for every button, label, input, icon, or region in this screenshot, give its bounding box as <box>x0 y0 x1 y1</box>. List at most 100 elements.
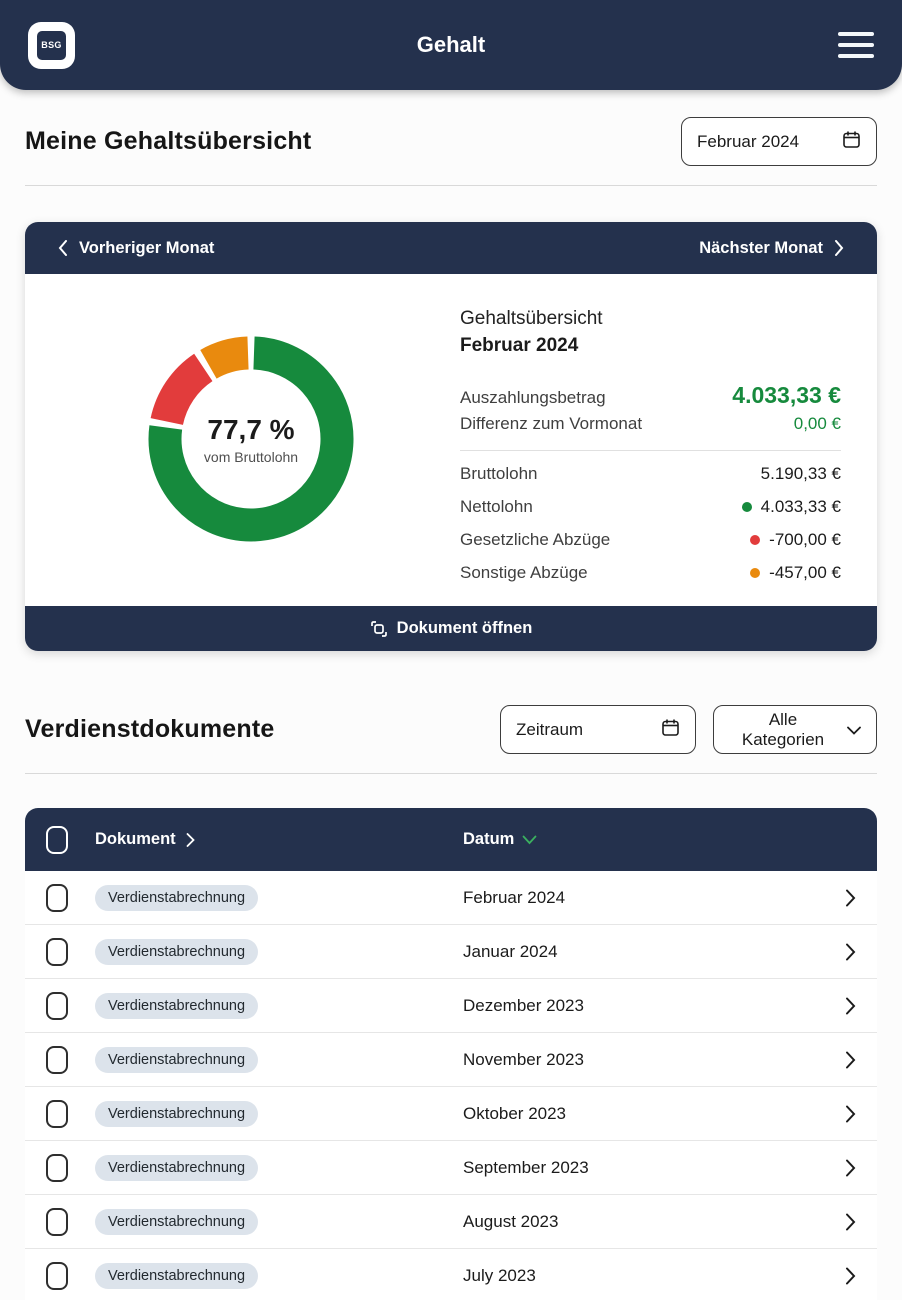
row-checkbox[interactable] <box>46 937 68 966</box>
salary-details: Gehaltsübersicht Februar 2024 Auszahlung… <box>460 308 841 583</box>
period-filter-label: Zeitraum <box>516 719 584 739</box>
detail-row: Bruttolohn 5.190,33 € <box>460 464 841 484</box>
chevron-right-icon[interactable] <box>845 1213 856 1231</box>
legend-dot <box>750 535 761 545</box>
previous-month-button[interactable]: Vorheriger Monat <box>58 239 214 258</box>
page-title: Gehalt <box>416 32 486 57</box>
table-row[interactable]: Verdienstabrechnung Februar 2024 <box>25 871 877 925</box>
salary-card-body: 77,7 % vom Bruttolohn Gehaltsübersicht F… <box>25 274 877 606</box>
table-row[interactable]: Verdienstabrechnung Oktober 2023 <box>25 1087 877 1141</box>
detail-value: 5.190,33 € <box>742 464 841 484</box>
details-title: Gehaltsübersicht <box>460 308 603 329</box>
difference-value: 0,00 € <box>793 414 841 433</box>
detail-row: Nettolohn 4.033,33 € <box>460 497 841 517</box>
row-checkbox[interactable] <box>46 1045 68 1074</box>
document-type-badge: Verdienstabrechnung <box>95 1208 259 1235</box>
payout-row: Auszahlungsbetrag 4.033,33 € <box>460 382 841 409</box>
row-date: Januar 2024 <box>463 941 558 961</box>
section-divider <box>25 185 877 186</box>
category-filter-value: Alle Kategorien <box>741 709 825 749</box>
next-month-button[interactable]: Nächster Monat <box>699 239 844 258</box>
category-filter-dropdown[interactable]: Alle Kategorien <box>713 705 877 754</box>
month-navigation: Vorheriger Monat Nächster Monat <box>25 222 877 274</box>
column-document[interactable]: Dokument <box>95 830 195 849</box>
document-type-badge: Verdienstabrechnung <box>95 1100 259 1127</box>
calendar-icon <box>842 130 861 154</box>
detail-value: -457,00 € <box>750 563 841 583</box>
detail-label: Nettolohn <box>460 497 533 516</box>
donut-percentage: 77,7 % <box>207 413 295 445</box>
chevron-right-icon <box>186 832 195 847</box>
detail-amount: 4.033,33 € <box>760 497 841 516</box>
overview-heading: Meine Gehaltsübersicht <box>25 127 312 155</box>
detail-row: Sonstige Abzüge -457,00 € <box>460 563 841 583</box>
table-header: Dokument Datum <box>25 808 877 871</box>
row-date: Dezember 2023 <box>463 995 584 1015</box>
table-row[interactable]: Verdienstabrechnung Januar 2024 <box>25 925 877 979</box>
salary-card: Vorheriger Monat Nächster Monat 77,7 % v… <box>25 222 877 651</box>
sort-descending-icon <box>522 835 537 844</box>
document-type-badge: Verdienstabrechnung <box>95 992 259 1019</box>
chevron-down-icon <box>847 720 861 740</box>
detail-label: Gesetzliche Abzüge <box>460 530 611 549</box>
month-picker-value: Februar 2024 <box>697 131 800 151</box>
chevron-right-icon[interactable] <box>845 1159 856 1177</box>
row-checkbox[interactable] <box>46 1099 68 1128</box>
month-picker-button[interactable]: Februar 2024 <box>681 117 877 166</box>
donut-center: 77,7 % vom Bruttolohn <box>141 329 361 549</box>
chevron-right-icon <box>835 240 844 256</box>
table-row[interactable]: Verdienstabrechnung Dezember 2023 <box>25 979 877 1033</box>
difference-row: Differenz zum Vormonat 0,00 € <box>460 414 841 434</box>
documents-table: Dokument Datum Verdienstabrechnung Febru… <box>25 808 877 1300</box>
detail-amount: 5.190,33 € <box>760 464 841 483</box>
legend-dot <box>750 568 761 578</box>
documents-heading: Verdienstdokumente <box>25 715 275 743</box>
row-checkbox[interactable] <box>46 1153 68 1182</box>
chevron-right-icon[interactable] <box>845 1105 856 1123</box>
row-date: August 2023 <box>463 1211 559 1231</box>
section-divider <box>25 773 877 774</box>
legend-dot <box>741 502 752 512</box>
app-logo[interactable]: BSG <box>28 21 75 69</box>
row-checkbox[interactable] <box>46 991 68 1020</box>
detail-label: Sonstige Abzüge <box>460 563 588 582</box>
hamburger-bar <box>838 54 874 58</box>
donut-caption: vom Bruttolohn <box>203 448 299 465</box>
chevron-right-icon[interactable] <box>845 1051 856 1069</box>
details-divider <box>460 450 841 451</box>
chevron-right-icon[interactable] <box>845 889 856 907</box>
detail-amount: -700,00 € <box>769 530 841 549</box>
row-date: November 2023 <box>463 1049 584 1069</box>
open-document-icon <box>370 620 387 637</box>
row-checkbox[interactable] <box>46 1261 68 1290</box>
document-type-badge: Verdienstabrechnung <box>95 1154 259 1181</box>
column-date[interactable]: Datum <box>463 830 537 849</box>
documents-section-head: Verdienstdokumente Zeitraum Alle Kategor… <box>25 651 877 773</box>
table-row[interactable]: Verdienstabrechnung August 2023 <box>25 1195 877 1249</box>
payout-label: Auszahlungsbetrag <box>460 388 606 407</box>
open-document-button[interactable]: Dokument öffnen <box>25 606 877 651</box>
column-document-label: Dokument <box>95 830 176 848</box>
chevron-right-icon[interactable] <box>845 1267 856 1285</box>
detail-value: -700,00 € <box>750 530 841 550</box>
detail-amount: -457,00 € <box>769 563 841 582</box>
table-row[interactable]: Verdienstabrechnung November 2023 <box>25 1033 877 1087</box>
calendar-icon <box>661 718 680 742</box>
select-all-checkbox[interactable] <box>46 825 68 854</box>
details-month: Februar 2024 <box>460 335 579 356</box>
detail-value: 4.033,33 € <box>741 497 841 517</box>
row-checkbox[interactable] <box>46 883 68 912</box>
hamburger-menu-icon[interactable] <box>838 32 874 58</box>
period-filter-button[interactable]: Zeitraum <box>500 705 696 754</box>
table-row[interactable]: Verdienstabrechnung July 2023 <box>25 1249 877 1300</box>
chevron-right-icon[interactable] <box>845 943 856 961</box>
payout-value: 4.033,33 € <box>732 382 841 408</box>
document-type-badge: Verdienstabrechnung <box>95 1046 259 1073</box>
row-checkbox[interactable] <box>46 1207 68 1236</box>
hamburger-bar <box>838 32 874 36</box>
row-date: Februar 2024 <box>463 887 566 907</box>
table-row[interactable]: Verdienstabrechnung September 2023 <box>25 1141 877 1195</box>
chevron-right-icon[interactable] <box>845 997 856 1015</box>
donut-chart-svg <box>148 336 354 542</box>
document-type-badge: Verdienstabrechnung <box>95 884 259 911</box>
